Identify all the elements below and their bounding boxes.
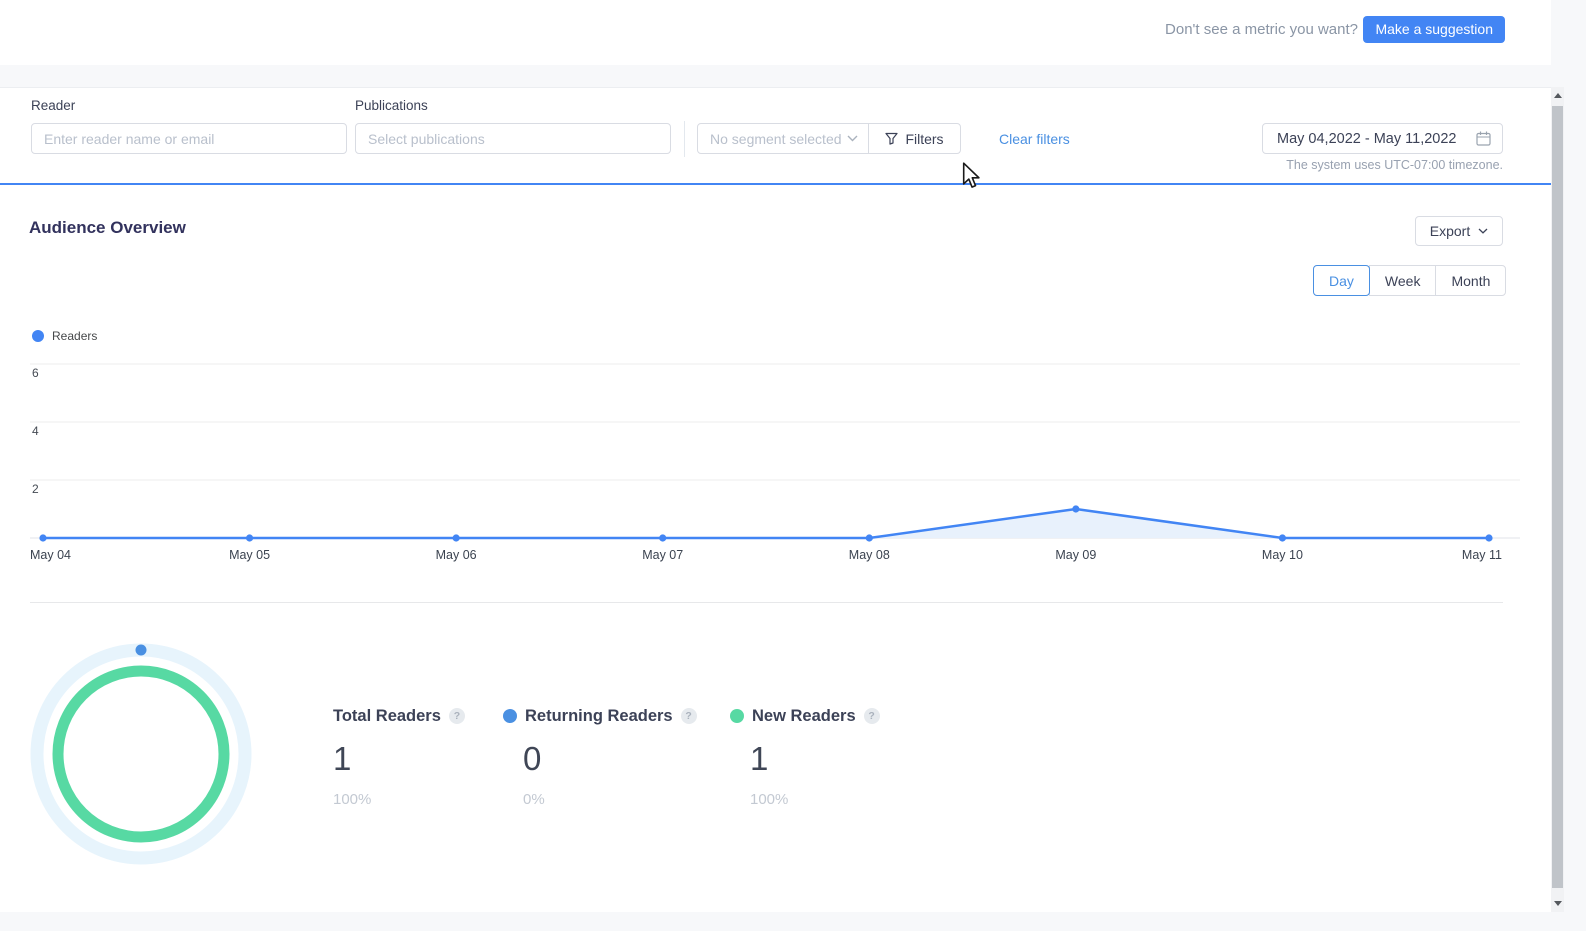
returning-readers-dot-icon [503, 709, 517, 723]
filters-button[interactable]: Filters [869, 124, 960, 153]
new-readers-dot-icon [730, 709, 744, 723]
metric-percent: 100% [333, 791, 372, 808]
svg-text:May 09: May 09 [1055, 548, 1096, 562]
tab-month[interactable]: Month [1435, 265, 1507, 296]
make-suggestion-button[interactable]: Make a suggestion [1363, 16, 1505, 43]
metric-label: Total Readers [333, 706, 441, 725]
metric-new-readers: New Readers ? 1 100% [730, 706, 880, 808]
suggestion-prompt-text: Don't see a metric you want? [1165, 21, 1358, 38]
chart-legend: Readers [32, 329, 97, 343]
legend-label: Readers [52, 329, 98, 343]
segment-filter-group: No segment selected Filters [697, 123, 961, 154]
audience-overview-section: Audience Overview Export Day Week Month … [0, 185, 1551, 912]
reader-input[interactable] [31, 123, 347, 154]
chevron-down-icon [847, 135, 858, 142]
scrollbar-thumb[interactable] [1552, 106, 1563, 888]
vertical-scrollbar[interactable] [1551, 87, 1564, 912]
filters-button-label: Filters [905, 130, 944, 147]
triangle-down-icon[interactable] [1554, 901, 1562, 906]
metric-returning-readers: Returning Readers ? 0 0% [503, 706, 697, 808]
svg-text:May 10: May 10 [1262, 548, 1303, 562]
publications-input[interactable] [355, 123, 671, 154]
metric-percent: 100% [750, 791, 789, 808]
date-range-picker[interactable]: May 04,2022 - May 11,2022 [1262, 123, 1503, 154]
export-button-label: Export [1429, 223, 1471, 239]
svg-text:May 06: May 06 [436, 548, 477, 562]
export-button[interactable]: Export [1415, 216, 1503, 246]
triangle-up-icon[interactable] [1554, 93, 1562, 98]
metric-percent: 0% [523, 791, 545, 808]
svg-text:May 05: May 05 [229, 548, 270, 562]
readers-donut-chart [30, 643, 252, 865]
question-mark-icon[interactable]: ? [863, 708, 880, 724]
svg-text:2: 2 [32, 482, 39, 496]
publications-label: Publications [355, 98, 428, 113]
tab-day[interactable]: Day [1313, 265, 1370, 296]
top-header-bar: Don't see a metric you want? Make a sugg… [0, 0, 1551, 65]
svg-text:4: 4 [32, 424, 39, 438]
segment-select[interactable]: No segment selected [698, 124, 869, 153]
svg-text:May 07: May 07 [642, 548, 683, 562]
filter-divider [684, 121, 685, 157]
svg-text:May 11: May 11 [1462, 548, 1502, 562]
readers-line-chart[interactable]: 2 4 6 May 04 May 05 May 06 May 07 May 08 May 09 M… [0, 350, 1533, 580]
calendar-icon [1476, 131, 1491, 146]
funnel-icon [885, 132, 899, 145]
metric-total-readers: Total Readers ? 1 100% [333, 706, 465, 808]
chevron-down-icon [1478, 228, 1488, 234]
metric-value: 1 [750, 740, 769, 777]
page-title: Audience Overview [29, 218, 186, 237]
legend-dot-icon [32, 330, 44, 342]
question-mark-icon[interactable]: ? [448, 708, 465, 724]
timezone-note: The system uses UTC-07:00 timezone. [1286, 158, 1503, 172]
svg-text:May 04: May 04 [30, 548, 71, 562]
metric-value: 1 [333, 740, 352, 777]
svg-text:May 08: May 08 [849, 548, 890, 562]
metric-label: Returning Readers [525, 706, 673, 725]
granularity-toggle: Day Week Month [1313, 265, 1507, 296]
reader-label: Reader [31, 98, 76, 113]
section-divider [30, 602, 1503, 603]
metric-label: New Readers [752, 706, 856, 725]
svg-text:6: 6 [32, 366, 39, 380]
metric-value: 0 [523, 740, 542, 777]
tab-week[interactable]: Week [1368, 265, 1437, 296]
segment-select-value: No segment selected [710, 130, 842, 147]
filter-panel: Reader Publications No segment selected … [0, 87, 1551, 185]
date-range-value: May 04,2022 - May 11,2022 [1277, 130, 1457, 147]
question-mark-icon[interactable]: ? [680, 708, 697, 724]
clear-filters-link[interactable]: Clear filters [999, 131, 1070, 147]
